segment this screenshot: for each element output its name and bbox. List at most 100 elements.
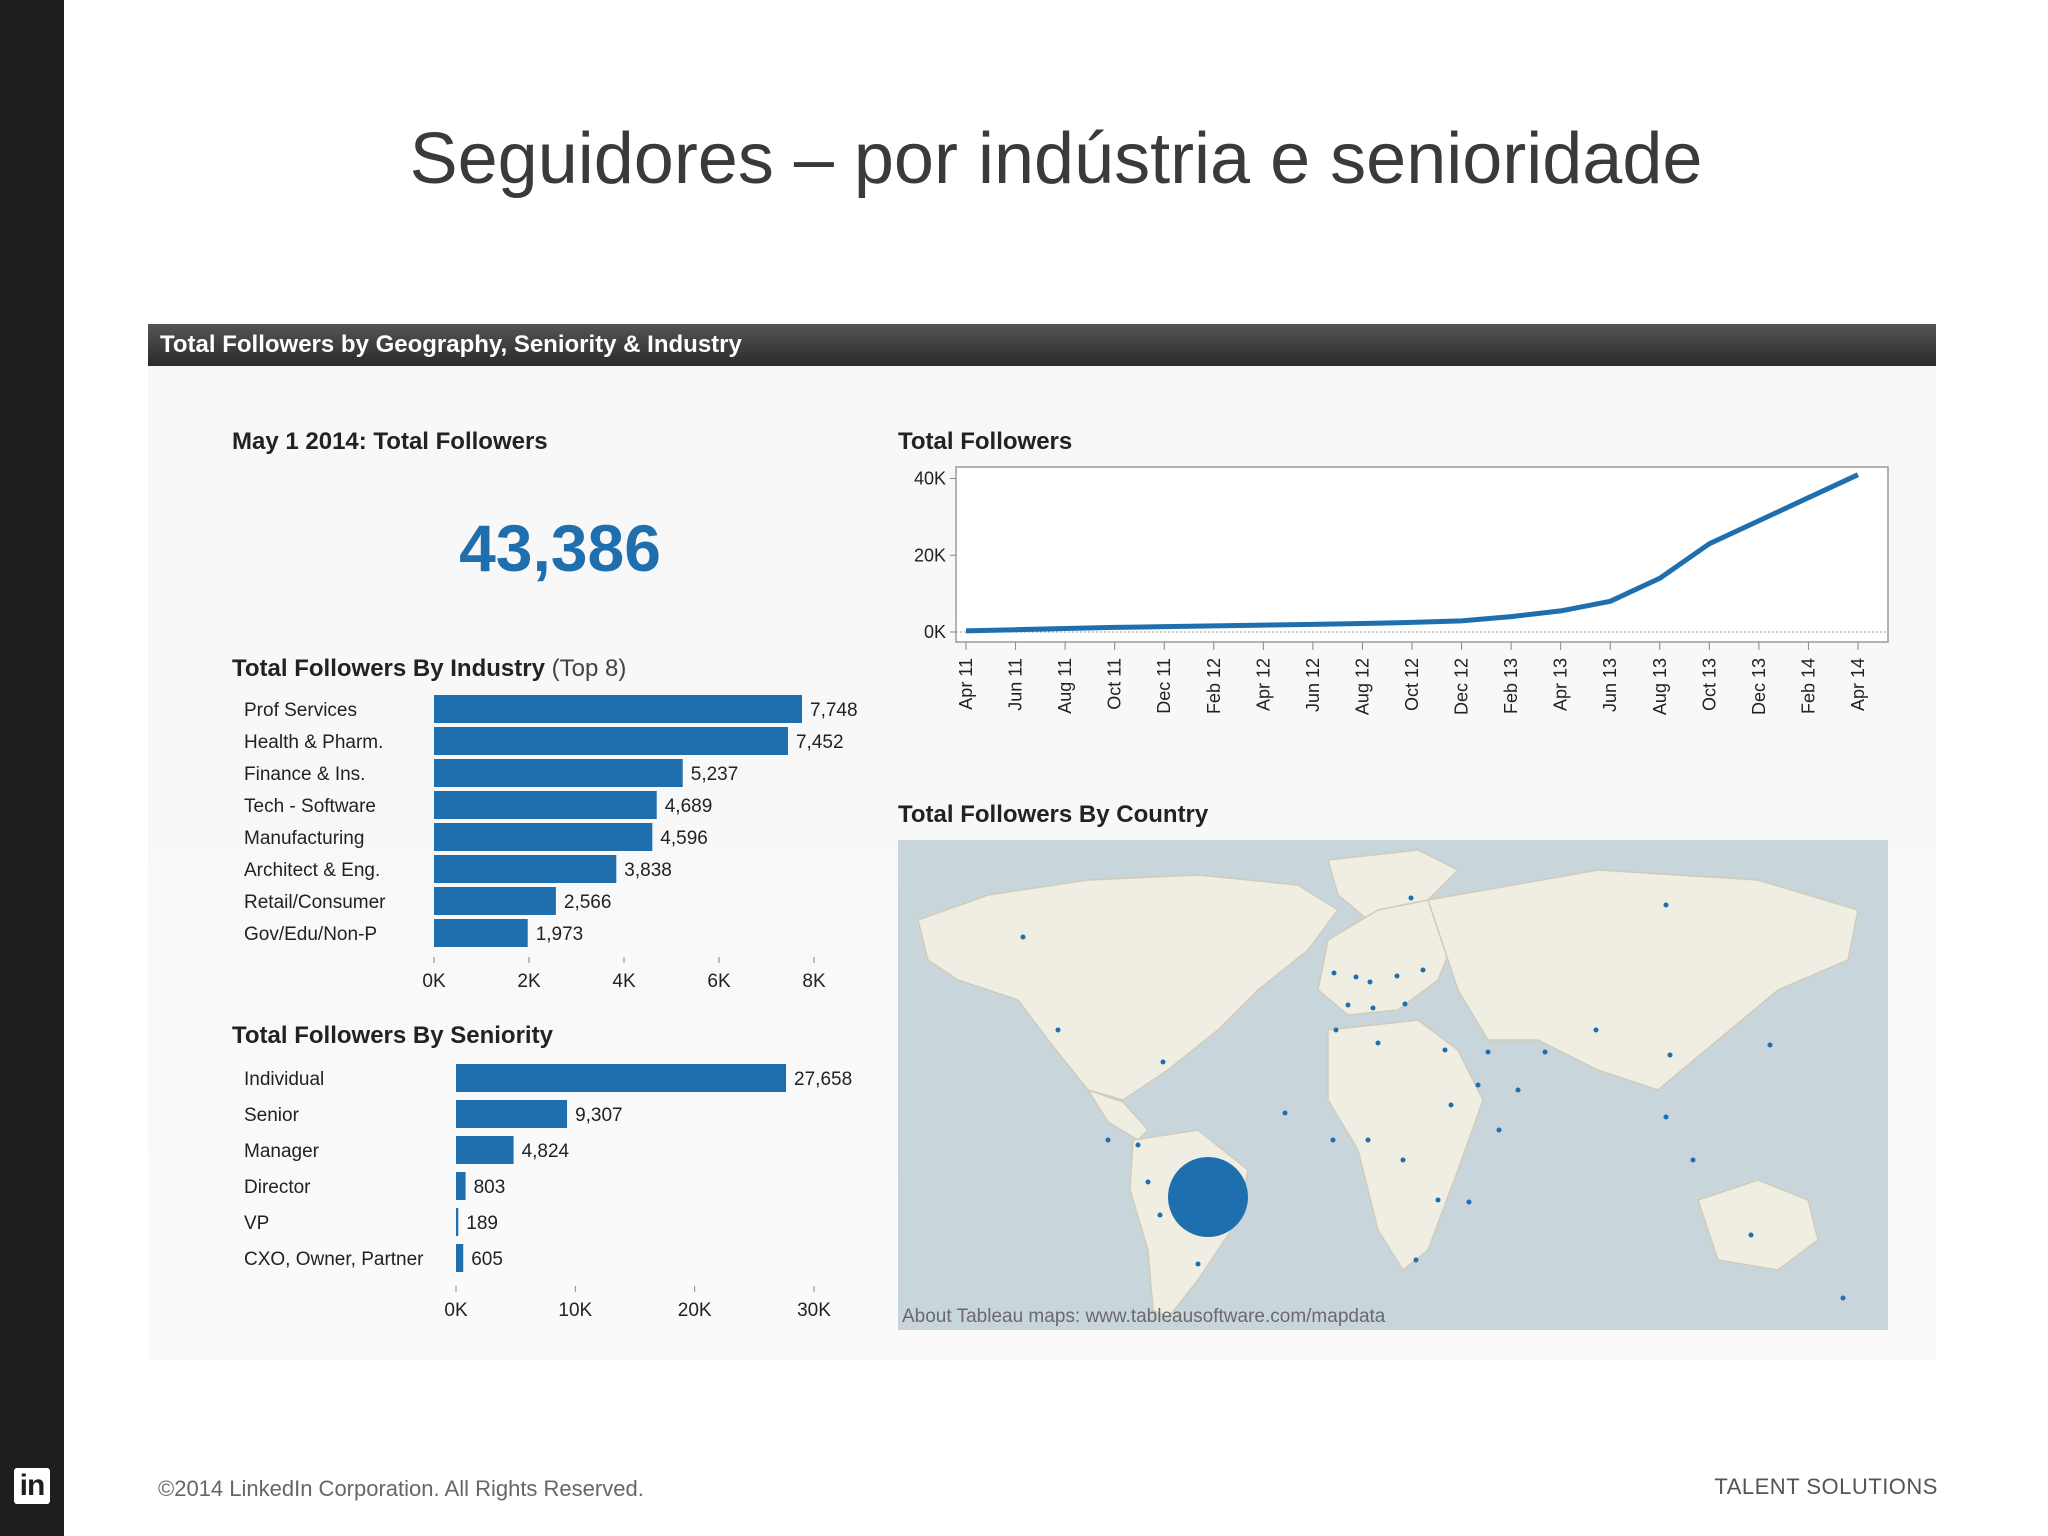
industry-chart-title-main: Total Followers By Industry xyxy=(232,655,545,682)
x-tick-label: 8K xyxy=(802,971,826,992)
kpi-title: May 1 2014: Total Followers xyxy=(232,428,548,455)
line-series xyxy=(965,472,1860,634)
map-asia xyxy=(1427,869,1859,1091)
seniority-bar-chart: Individual 27,658 Senior 9,307 Manager 4,824 D… xyxy=(244,1064,852,1321)
bar-category-label: Finance & Ins. xyxy=(244,764,365,785)
map-north-america xyxy=(917,874,1340,1101)
bar-category-label: Health & Pharm. xyxy=(244,732,383,753)
map-marker-brazil xyxy=(1168,1157,1248,1237)
linkedin-logo: in xyxy=(14,1468,50,1504)
footer-copyright: ©2014 LinkedIn Corporation. All Rights R… xyxy=(158,1476,644,1501)
x-tick-label: 30K xyxy=(797,1300,831,1321)
x-tick-label: 10K xyxy=(558,1300,592,1321)
bar-category-label: Retail/Consumer xyxy=(244,892,386,913)
bar xyxy=(434,887,556,915)
slide-title: Seguidores – por indústria e senioridade xyxy=(409,119,1703,199)
bar-category-label: Manufacturing xyxy=(244,828,364,849)
bar xyxy=(434,823,653,851)
bar-value-label: 803 xyxy=(474,1177,506,1198)
bar-value-label: 2,566 xyxy=(564,892,612,913)
x-tick-label: Apr 11 xyxy=(956,658,976,710)
x-tick-label: Dec 11 xyxy=(1154,658,1174,714)
x-tick-label: Jun 12 xyxy=(1303,658,1323,712)
x-tick-label: 4K xyxy=(612,971,636,992)
kpi-total-followers: 43,386 xyxy=(459,511,661,585)
industry-bar-chart: Prof Services 7,748 Health & Pharm. 7,452 Fi… xyxy=(244,695,858,992)
x-tick-label: Apr 14 xyxy=(1848,658,1868,711)
bar-value-label: 3,838 xyxy=(624,860,672,881)
x-tick-label: 0K xyxy=(422,971,446,992)
bar xyxy=(456,1064,787,1092)
bar-category-label: CXO, Owner, Partner xyxy=(244,1249,424,1270)
bar-value-label: 4,689 xyxy=(665,796,713,817)
bar-value-label: 1,973 xyxy=(536,924,584,945)
dashboard-header: Total Followers by Geography, Seniority … xyxy=(148,324,1936,366)
bar-category-label: Senior xyxy=(244,1105,300,1126)
x-tick-label: 20K xyxy=(678,1300,712,1321)
x-tick-label: Feb 14 xyxy=(1798,658,1818,714)
world-map-graphic xyxy=(917,849,1859,1319)
footer-talent-solutions: TALENT SOLUTIONS xyxy=(1714,1474,1938,1499)
x-tick-label: Dec 13 xyxy=(1749,658,1769,715)
map-country-markers xyxy=(1020,895,1846,1301)
bar-value-label: 4,596 xyxy=(660,828,708,849)
x-tick-label: 0K xyxy=(444,1300,468,1321)
x-tick-label: 2K xyxy=(517,971,541,992)
map-title: Total Followers By Country xyxy=(898,801,1209,828)
seniority-chart-title: Total Followers By Seniority xyxy=(232,1022,553,1049)
bar xyxy=(456,1172,466,1200)
map-africa xyxy=(1327,1019,1484,1272)
bar xyxy=(456,1100,568,1128)
x-tick-label: Feb 12 xyxy=(1204,658,1224,714)
x-tick-label: Apr 12 xyxy=(1253,658,1273,711)
bar-category-label: VP xyxy=(244,1213,269,1234)
world-map: About Tableau maps: www.tableausoftware.… xyxy=(898,840,1888,1330)
bar-value-label: 5,237 xyxy=(691,764,739,785)
x-tick-label: Oct 11 xyxy=(1105,658,1125,710)
line-chart-title: Total Followers xyxy=(898,428,1073,455)
map-australia xyxy=(1697,1179,1819,1271)
x-tick-label: Jun 13 xyxy=(1600,658,1620,712)
x-tick-label: Apr 13 xyxy=(1551,658,1571,711)
bar-value-label: 7,748 xyxy=(810,700,858,721)
x-tick-label: 6K xyxy=(707,971,731,992)
bar xyxy=(434,855,617,883)
x-tick-label: Aug 13 xyxy=(1650,658,1670,715)
x-tick-label: Aug 12 xyxy=(1352,658,1372,715)
bar-category-label: Gov/Edu/Non-P xyxy=(244,924,377,945)
industry-chart-title-suffix: (Top 8) xyxy=(551,655,627,682)
bar xyxy=(456,1136,514,1164)
bar-value-label: 4,824 xyxy=(522,1141,570,1162)
x-tick-label: Oct 12 xyxy=(1402,658,1422,711)
x-tick-label: Oct 13 xyxy=(1699,658,1719,711)
map-central-america xyxy=(1086,1088,1150,1141)
bar xyxy=(434,727,788,755)
x-tick-label: Feb 13 xyxy=(1501,658,1521,714)
x-tick-label: Aug 11 xyxy=(1055,658,1075,714)
map-europe xyxy=(1317,899,1459,1016)
left-sidebar-bar xyxy=(0,0,64,1536)
bar-category-label: Architect & Eng. xyxy=(244,860,380,881)
bar xyxy=(434,759,683,787)
bar-value-label: 189 xyxy=(466,1213,498,1234)
industry-chart-title: Total Followers By Industry (Top 8) xyxy=(232,655,626,683)
y-tick-label: 20K xyxy=(914,545,946,565)
bar xyxy=(434,695,803,723)
bar-value-label: 605 xyxy=(471,1249,503,1270)
x-tick-label: Jun 11 xyxy=(1006,658,1026,711)
bar-value-label: 7,452 xyxy=(796,732,844,753)
bar-value-label: 27,658 xyxy=(794,1069,852,1090)
line-plot-area xyxy=(955,466,1889,643)
bar xyxy=(456,1244,464,1272)
bar-category-label: Manager xyxy=(244,1141,320,1162)
bar-category-label: Prof Services xyxy=(244,700,357,721)
bar-value-label: 9,307 xyxy=(575,1105,623,1126)
y-tick-label: 40K xyxy=(914,469,946,489)
x-tick-label: Dec 12 xyxy=(1452,658,1472,715)
bar-category-label: Individual xyxy=(244,1069,324,1090)
bar-category-label: Tech - Software xyxy=(244,796,376,817)
bar xyxy=(434,919,528,947)
dashboard-header-title: Total Followers by Geography, Seniority … xyxy=(160,331,742,358)
bar xyxy=(434,791,657,819)
y-tick-label: 0K xyxy=(924,622,946,642)
